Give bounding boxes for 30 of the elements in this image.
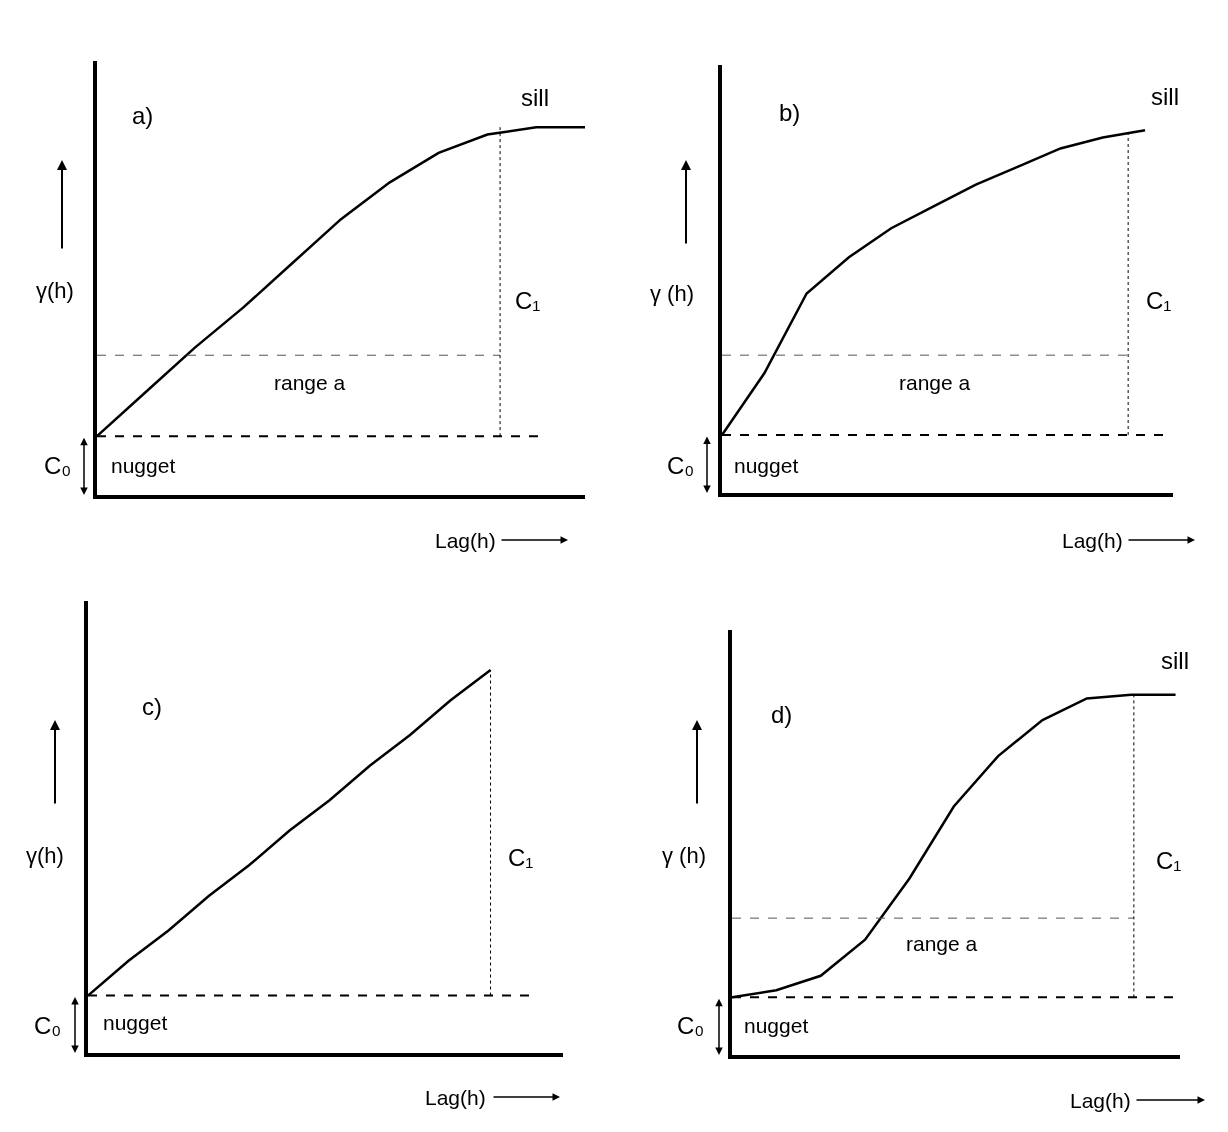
- y-axis-title: γ (h): [662, 843, 706, 868]
- ref-line-label: nugget: [734, 454, 799, 477]
- y-axis-title: γ (h): [650, 281, 694, 306]
- x-axis-title: Lag(h): [435, 529, 496, 552]
- y-axis-title: γ(h): [26, 843, 64, 868]
- annotation: d): [771, 701, 793, 728]
- ref-line-label: nugget: [744, 1014, 809, 1037]
- text: C₀: [34, 1012, 62, 1039]
- ref-line-label: range a: [906, 932, 978, 955]
- text: C₀: [677, 1012, 705, 1039]
- text: C₀: [667, 452, 695, 479]
- y-axis-title: γ(h): [36, 278, 74, 303]
- annotation: C₁: [1156, 847, 1182, 874]
- text: C₀: [44, 452, 72, 479]
- text: sill: [1151, 83, 1179, 110]
- text: sill: [1161, 647, 1189, 674]
- ref-line-label: range a: [899, 371, 971, 394]
- text: sill: [521, 84, 549, 111]
- x-axis-title: Lag(h): [1070, 1089, 1131, 1112]
- text: b): [779, 99, 801, 126]
- ref-line-label: nugget: [103, 1011, 168, 1034]
- x-axis-title: Lag(h): [1062, 529, 1123, 552]
- annotation: C₁: [508, 844, 534, 871]
- ref-line-label: range a: [274, 371, 346, 394]
- ref-line-label: nugget: [111, 454, 176, 477]
- annotation: C₁: [515, 287, 541, 314]
- annotation: c): [142, 693, 162, 720]
- annotation: a): [132, 102, 154, 129]
- x-axis-title: Lag(h): [425, 1086, 486, 1109]
- annotation: C₁: [1146, 287, 1172, 314]
